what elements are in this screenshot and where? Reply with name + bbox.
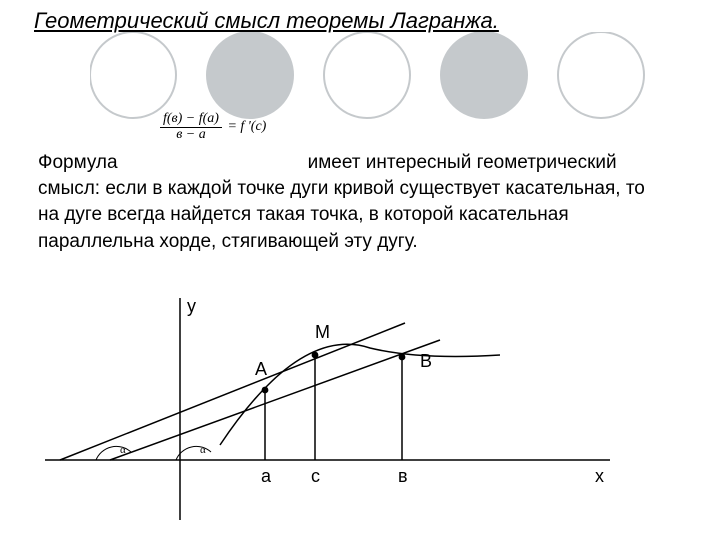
- lagrange-formula: f(в) − f(a) в − a = f '(c): [160, 112, 266, 142]
- explanation-text: Формулаимеет интересный геометрический с…: [38, 150, 658, 255]
- svg-text:с: с: [311, 466, 320, 486]
- formula-denominator: в − a: [160, 128, 222, 143]
- svg-text:В: В: [420, 351, 432, 371]
- lagrange-diagram: у х α α а с в А М В: [40, 290, 640, 530]
- para-before: Формула: [38, 152, 118, 173]
- svg-text:у: у: [187, 296, 196, 316]
- svg-text:а: а: [261, 466, 272, 486]
- svg-text:х: х: [595, 466, 604, 486]
- para-after: имеет интересный геометрический смысл: е…: [38, 152, 645, 252]
- formula-numerator: f(в) − f(a): [160, 112, 222, 128]
- svg-text:α: α: [200, 444, 206, 456]
- svg-text:А: А: [255, 359, 267, 379]
- svg-text:в: в: [398, 466, 408, 486]
- formula-rhs: = f '(c): [225, 119, 266, 134]
- svg-text:М: М: [315, 322, 330, 342]
- page-title: Геометрический смысл теоремы Лагранжа.: [34, 8, 499, 34]
- svg-text:α: α: [120, 444, 126, 456]
- decorative-circles: [90, 32, 650, 122]
